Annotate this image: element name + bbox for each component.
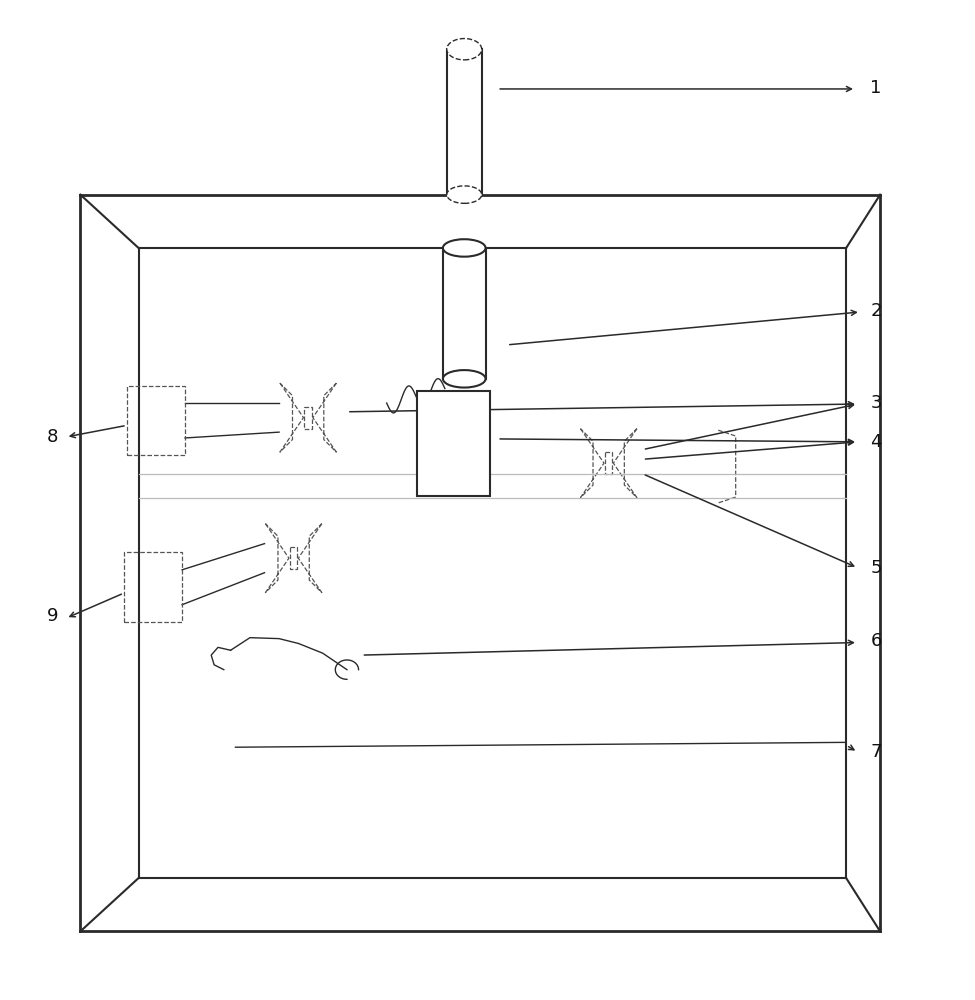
Text: 2: 2 (871, 302, 882, 320)
Text: 5: 5 (871, 559, 882, 577)
Text: 4: 4 (871, 433, 882, 451)
Text: 7: 7 (871, 743, 882, 761)
Ellipse shape (443, 370, 486, 388)
Text: 9: 9 (47, 607, 58, 625)
Text: 8: 8 (47, 428, 58, 446)
Ellipse shape (443, 239, 486, 257)
Text: 3: 3 (871, 394, 882, 412)
Bar (417, 391, 489, 496)
Bar (127, 386, 185, 455)
Ellipse shape (447, 186, 482, 203)
Text: 1: 1 (871, 79, 881, 97)
Ellipse shape (447, 39, 482, 60)
Text: 6: 6 (871, 632, 881, 650)
Bar (124, 552, 182, 622)
